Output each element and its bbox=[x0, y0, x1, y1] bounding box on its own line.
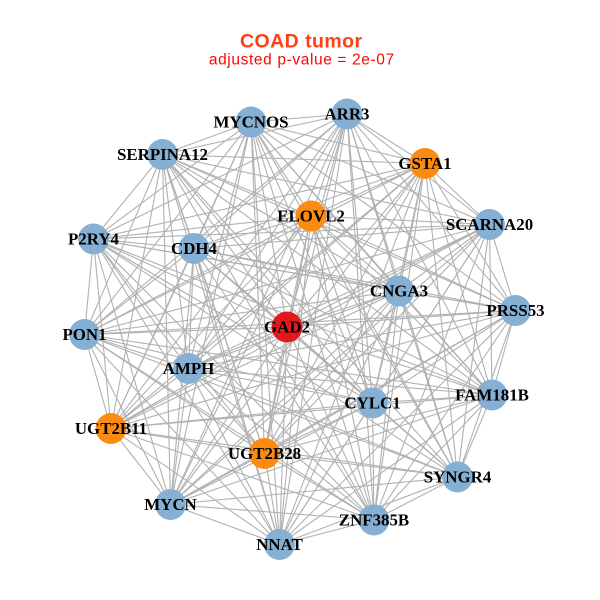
svg-text:MYCNOS: MYCNOS bbox=[213, 113, 288, 132]
svg-text:PRSS53: PRSS53 bbox=[486, 301, 544, 320]
svg-text:FAM181B: FAM181B bbox=[455, 386, 529, 405]
svg-text:ELOVL2: ELOVL2 bbox=[277, 207, 345, 226]
svg-text:SCARNA20: SCARNA20 bbox=[446, 215, 533, 234]
svg-text:SYNGR4: SYNGR4 bbox=[424, 468, 492, 487]
svg-text:COAD tumor: COAD tumor bbox=[240, 31, 363, 53]
svg-text:adjusted p-value = 2e-07: adjusted p-value = 2e-07 bbox=[209, 52, 395, 69]
svg-text:NNAT: NNAT bbox=[256, 535, 303, 554]
svg-text:ZNF385B: ZNF385B bbox=[339, 511, 409, 530]
svg-text:UGT2B11: UGT2B11 bbox=[75, 419, 147, 438]
svg-text:CNGA3: CNGA3 bbox=[370, 282, 428, 301]
svg-text:MYCN: MYCN bbox=[144, 495, 197, 514]
svg-text:AMPH: AMPH bbox=[163, 359, 215, 378]
svg-text:GAD2: GAD2 bbox=[264, 318, 310, 337]
svg-text:PON1: PON1 bbox=[62, 325, 106, 344]
svg-text:GSTA1: GSTA1 bbox=[398, 154, 451, 173]
svg-text:CYLC1: CYLC1 bbox=[344, 394, 400, 413]
svg-text:SERPINA12: SERPINA12 bbox=[117, 145, 208, 164]
svg-text:UGT2B28: UGT2B28 bbox=[228, 444, 301, 463]
svg-text:ARR3: ARR3 bbox=[324, 105, 369, 124]
svg-text:CDH4: CDH4 bbox=[171, 239, 218, 258]
svg-text:P2RY4: P2RY4 bbox=[68, 230, 120, 249]
